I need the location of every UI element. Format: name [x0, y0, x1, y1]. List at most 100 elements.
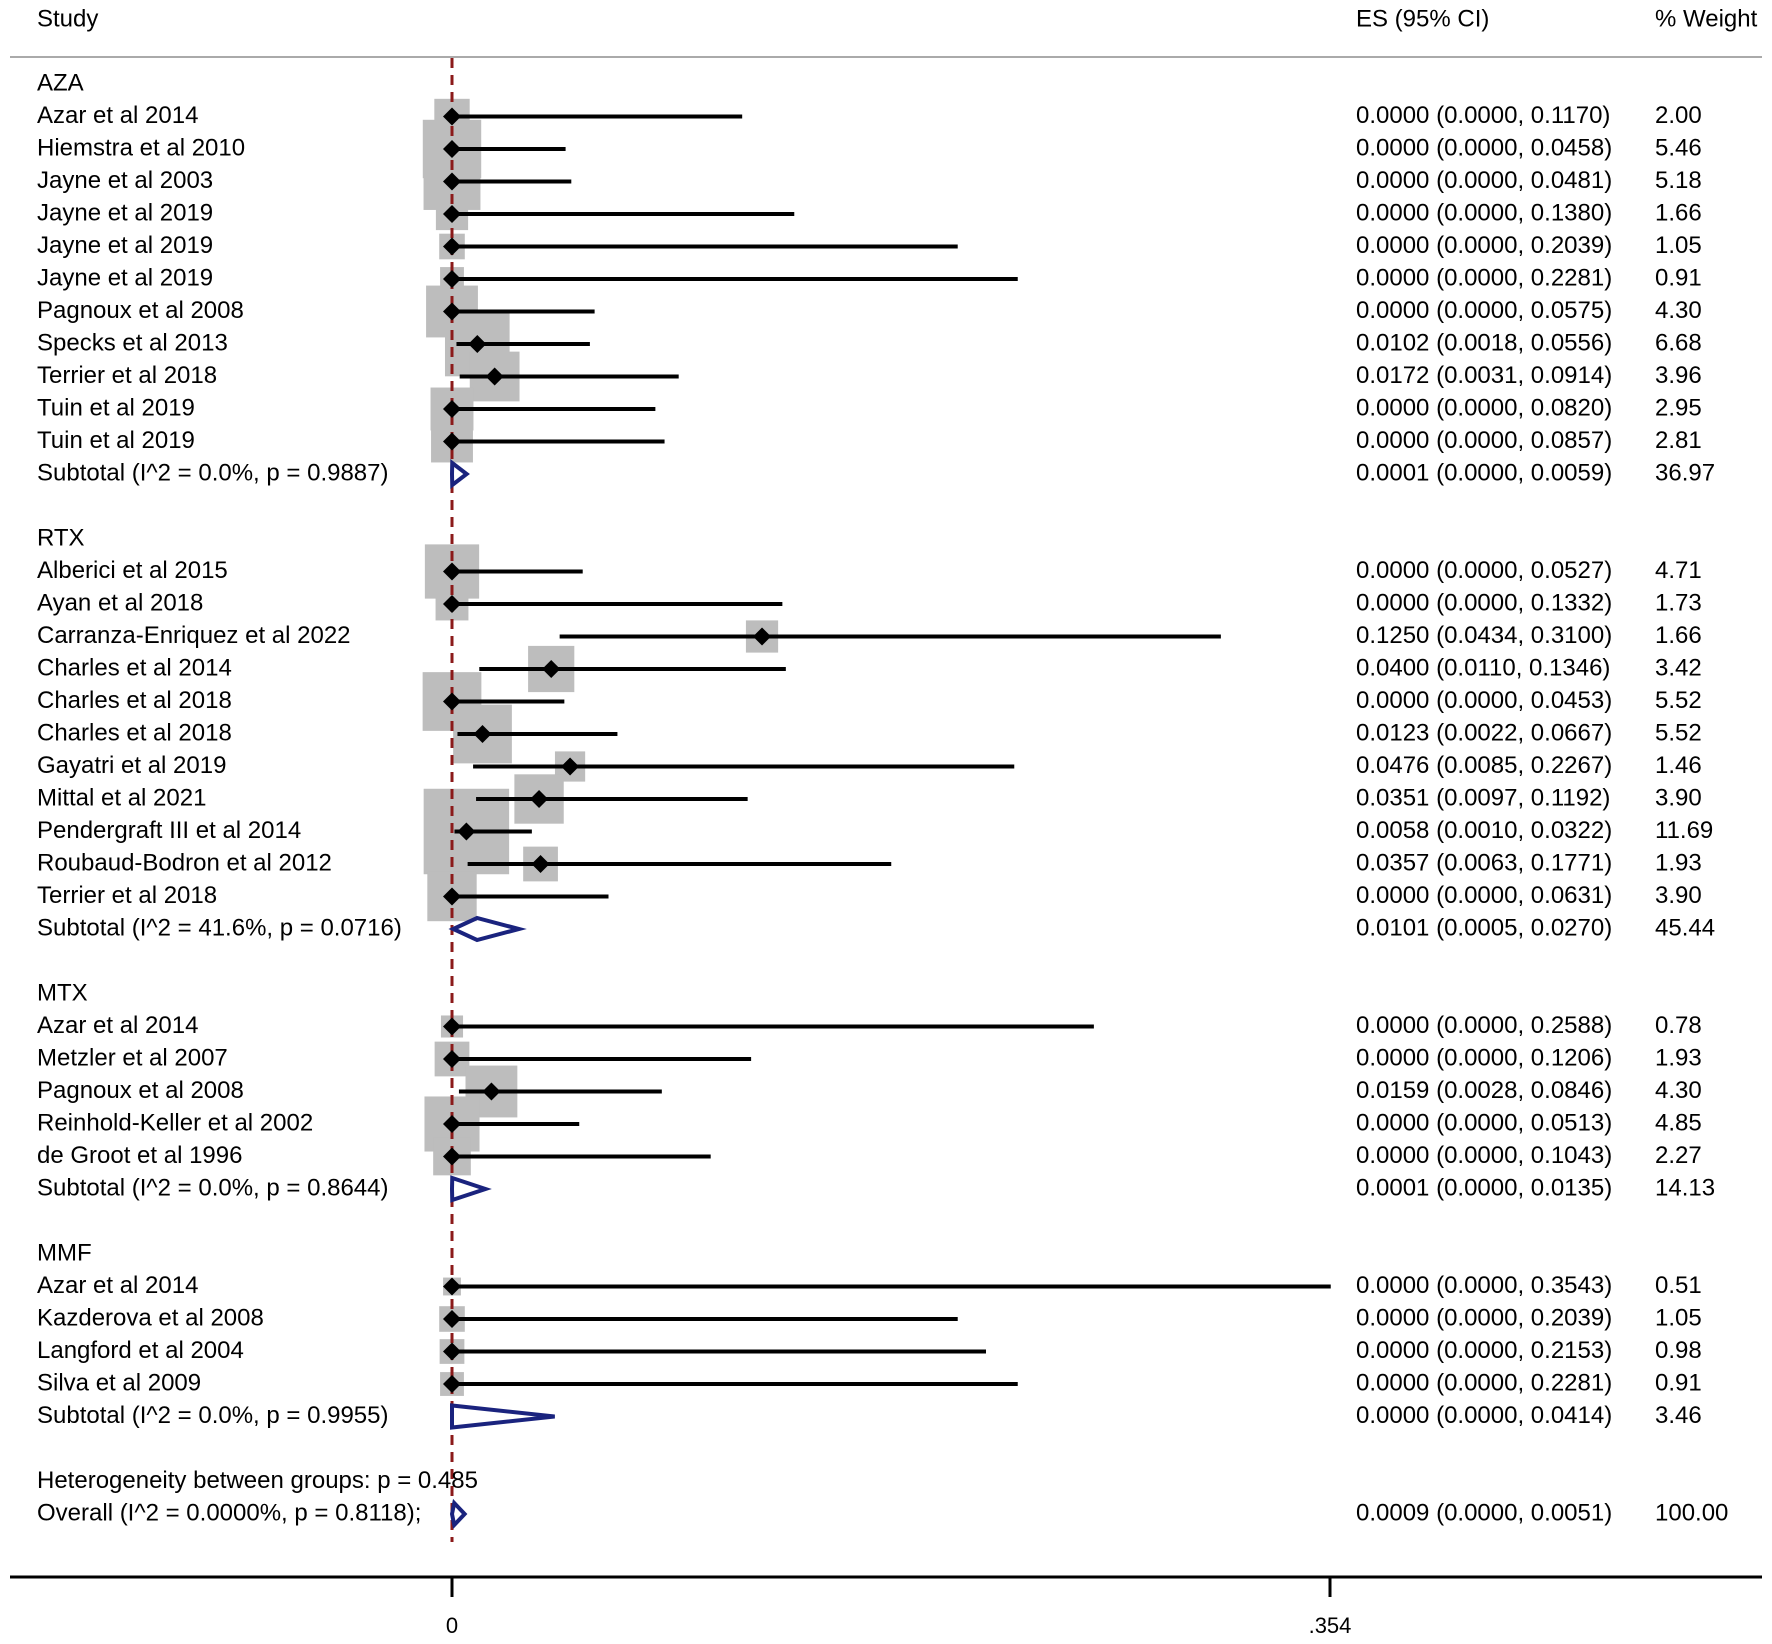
es-ci-value: 0.0000 (0.0000, 0.2153) [1356, 1337, 1612, 1364]
es-ci-value: 0.0000 (0.0000, 0.2281) [1356, 264, 1612, 291]
es-ci-value: 0.0000 (0.0000, 0.1206) [1356, 1044, 1612, 1071]
study-label: Jayne et al 2019 [37, 199, 213, 226]
weight-value: 1.93 [1655, 849, 1702, 876]
study-label: de Groot et al 1996 [37, 1142, 242, 1169]
point-estimate [443, 1277, 461, 1296]
group-title: MTX [37, 979, 88, 1006]
weight-value: 2.81 [1655, 427, 1702, 454]
es-ci-value: 0.0000 (0.0000, 0.1170) [1356, 102, 1610, 129]
weight-value: 5.52 [1655, 719, 1702, 746]
es-ci-value: 0.0000 (0.0000, 0.0458) [1356, 134, 1612, 161]
weight-value: 3.96 [1655, 362, 1702, 389]
point-estimate [443, 692, 461, 711]
es-ci-value: 0.0000 (0.0000, 0.1043) [1356, 1142, 1612, 1169]
study-label: Metzler et al 2007 [37, 1044, 228, 1071]
weight-value: 0.98 [1655, 1337, 1702, 1364]
es-ci-value: 0.0000 (0.0000, 0.0527) [1356, 557, 1612, 584]
estimate-marks [443, 107, 1331, 1530]
point-estimate [561, 757, 580, 776]
es-ci-value: 0.0000 (0.0000, 0.1380) [1356, 199, 1612, 226]
x-axis [10, 56, 1762, 1597]
point-estimate [443, 237, 461, 256]
point-estimate [443, 595, 461, 613]
point-estimate [443, 107, 461, 126]
weight-value: 1.05 [1655, 232, 1702, 259]
point-estimate [443, 1342, 461, 1361]
study-label: Terrier et al 2018 [37, 362, 217, 389]
weight-value: 2.95 [1655, 394, 1702, 421]
point-estimate [443, 172, 461, 191]
point-estimate [443, 140, 461, 158]
weight-value: 0.51 [1655, 1272, 1702, 1299]
study-label: Jayne et al 2019 [37, 264, 213, 291]
point-estimate [443, 1375, 461, 1393]
es-ci-value: 0.0400 (0.0110, 0.1346) [1356, 654, 1610, 681]
subtotal-diamond-es-ci-value: 0.0001 (0.0000, 0.0059) [1356, 459, 1612, 486]
study-label: Azar et al 2014 [37, 102, 198, 129]
point-estimate [457, 822, 476, 841]
es-ci-value: 0.0000 (0.0000, 0.0857) [1356, 427, 1612, 454]
point-estimate [443, 1050, 461, 1068]
subtotal-diamond [449, 459, 470, 489]
es-ci-value: 0.0476 (0.0085, 0.2267) [1356, 752, 1612, 779]
study-label: Kazderova et al 2008 [37, 1304, 264, 1331]
weight-value: 3.90 [1655, 882, 1702, 909]
point-estimate [482, 1082, 501, 1101]
weight-value: 3.90 [1655, 784, 1702, 811]
es-ci-value: 0.0000 (0.0000, 0.0453) [1356, 687, 1612, 714]
study-label: Jayne et al 2019 [37, 232, 213, 259]
weight-value: 6.68 [1655, 329, 1702, 356]
study-label: Tuin et al 2019 [37, 427, 195, 454]
study-label: Langford et al 2004 [37, 1337, 244, 1364]
study-label: Jayne et al 2003 [37, 167, 213, 194]
es-ci-value: 0.0000 (0.0000, 0.0820) [1356, 394, 1612, 421]
es-ci-value: 0.0000 (0.0000, 0.1332) [1356, 589, 1612, 616]
es-ci-value: 0.0357 (0.0063, 0.1771) [1356, 849, 1612, 876]
point-estimate [530, 790, 549, 808]
weight-value: 2.27 [1655, 1142, 1702, 1169]
study-label: Reinhold-Keller et al 2002 [37, 1109, 313, 1136]
subtotal-diamond-weight-value: 45.44 [1655, 914, 1715, 941]
point-estimate [443, 887, 461, 906]
weight-value: 1.46 [1655, 752, 1702, 779]
weight-value: 3.42 [1655, 654, 1702, 681]
weight-value: 0.91 [1655, 264, 1702, 291]
weight-value: 4.71 [1655, 557, 1702, 584]
es-ci-value: 0.1250 (0.0434, 0.3100) [1356, 622, 1612, 649]
subtotal-diamond-es-ci-value: 0.0101 (0.0005, 0.0270) [1356, 914, 1612, 941]
x-tick-label: 0 [446, 1613, 458, 1638]
study-label: Charles et al 2018 [37, 719, 232, 746]
weight-value: 1.66 [1655, 622, 1702, 649]
point-estimate [485, 367, 504, 386]
group-title: RTX [37, 524, 85, 551]
weight-value: 5.18 [1655, 167, 1702, 194]
study-label: Carranza-Enriquez et al 2022 [37, 622, 351, 649]
weight-value: 0.78 [1655, 1012, 1702, 1039]
es-ci-value: 0.0123 (0.0022, 0.0667) [1356, 719, 1612, 746]
overall-diamond [449, 1498, 468, 1530]
point-estimate [468, 335, 487, 353]
es-ci-value: 0.0000 (0.0000, 0.2588) [1356, 1012, 1612, 1039]
point-estimate [443, 400, 461, 418]
es-ci-value: 0.0000 (0.0000, 0.2039) [1356, 232, 1612, 259]
study-label: Pagnoux et al 2008 [37, 1077, 244, 1104]
overall-diamond-es-ci-value: 0.0009 (0.0000, 0.0051) [1356, 1499, 1612, 1526]
study-label: Terrier et al 2018 [37, 882, 217, 909]
study-label: Tuin et al 2019 [37, 394, 195, 421]
es-ci-value: 0.0172 (0.0031, 0.0914) [1356, 362, 1612, 389]
study-label: Azar et al 2014 [37, 1272, 198, 1299]
weight-value: 11.69 [1655, 817, 1713, 844]
point-estimate [443, 1115, 461, 1133]
subtotal-diamond [449, 1175, 492, 1203]
subtotal-diamond-label: Subtotal (I^2 = 0.0%, p = 0.9955) [37, 1402, 389, 1429]
point-estimate [443, 205, 461, 223]
subtotal-diamond-label: Subtotal (I^2 = 0.0%, p = 0.8644) [37, 1174, 389, 1201]
heterogeneity-text: Heterogeneity between groups: p = 0.485 [37, 1467, 478, 1494]
point-estimate [443, 562, 461, 581]
point-estimate [531, 855, 550, 873]
subtotal-diamond [450, 1403, 555, 1430]
study-label: Hiemstra et al 2010 [37, 134, 245, 161]
point-estimate [443, 270, 461, 288]
es-ci-value: 0.0000 (0.0000, 0.0631) [1356, 882, 1612, 909]
